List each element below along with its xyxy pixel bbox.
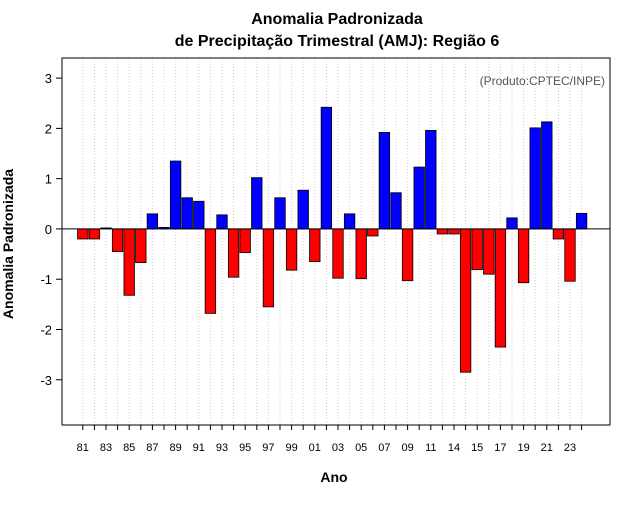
plot-frame	[61, 57, 611, 426]
bars	[77, 106, 588, 373]
bar-06	[367, 228, 379, 237]
bar-98	[274, 197, 286, 230]
bar-99	[285, 228, 298, 271]
y-tick-label: -1	[40, 272, 52, 287]
bar-03	[332, 228, 344, 279]
x-tick-label: 81	[77, 442, 89, 454]
x-tick-label: 91	[193, 442, 205, 454]
bar-96	[251, 177, 263, 230]
y-tick-label: 3	[45, 71, 52, 86]
bar-14	[459, 228, 472, 373]
y-tick-label: 1	[45, 172, 52, 187]
bar-00	[297, 189, 309, 230]
y-tick-label: -3	[40, 373, 52, 388]
x-tick-label: 99	[285, 442, 297, 454]
x-tick-label: 17	[494, 442, 506, 454]
y-axis: -3 -2 -1 0 1 2 3	[40, 71, 62, 388]
bar-87	[146, 213, 159, 230]
y-axis-label: Anomalia Padronizada	[0, 169, 16, 319]
y-tick-label: 0	[45, 222, 52, 237]
bar-95	[239, 228, 251, 253]
x-tick-label: 83	[100, 442, 112, 454]
x-tick-label: 97	[262, 442, 274, 454]
x-tick-label: 19	[517, 442, 529, 454]
x-tick-label: 15	[471, 442, 483, 454]
x-tick-label: 89	[169, 442, 181, 454]
x-tick-label: 21	[541, 442, 553, 454]
bar-02	[320, 106, 333, 230]
x-tick-label: 14	[448, 442, 460, 454]
bar-24	[575, 212, 588, 230]
bar-21	[541, 121, 553, 230]
bar-10	[413, 166, 425, 230]
x-axis-label: Ano	[320, 469, 347, 485]
x-tick-label: 93	[216, 442, 228, 454]
bar-93	[216, 214, 228, 230]
bar-20	[529, 127, 541, 230]
x-tick-label: 87	[146, 442, 158, 454]
bar-90	[181, 197, 193, 230]
y-tick-label: -2	[40, 322, 52, 337]
bar-82	[88, 228, 101, 240]
bar-08	[390, 192, 402, 230]
x-tick-label: 23	[564, 442, 576, 454]
bar-19	[517, 228, 530, 284]
bar-92	[204, 228, 217, 314]
x-tick-label: 85	[123, 442, 135, 454]
bar-04	[343, 213, 356, 230]
x-axis: 81 83 85 87 89 91 93 95 97 99 01 03 05 07 09 11 14 15 17 19…	[77, 425, 583, 454]
bar-22	[552, 228, 565, 240]
bar-09	[401, 228, 414, 282]
bar-17	[494, 228, 507, 348]
bar-07	[378, 132, 391, 230]
x-tick-label: 03	[332, 442, 344, 454]
bar-91	[193, 200, 205, 230]
bar-81	[77, 228, 89, 240]
bar-05	[355, 228, 367, 280]
bar-18	[506, 217, 518, 230]
x-tick-label: 11	[425, 442, 436, 454]
source-annotation: (Produto:CPTEC/INPE)	[480, 74, 605, 88]
bar-15	[471, 228, 483, 271]
x-tick-label: 09	[401, 442, 413, 454]
x-tick-label: 95	[239, 442, 251, 454]
chart-title: Anomalia Padronizada	[251, 11, 423, 28]
x-tick-label: 07	[378, 442, 390, 454]
grid-lines	[82, 58, 583, 425]
chart-subtitle: de Precipitação Trimestral (AMJ): Região…	[175, 33, 500, 50]
bar-97	[262, 228, 275, 308]
bar-85	[123, 228, 135, 296]
bar-13	[448, 228, 460, 235]
bar-01	[309, 228, 321, 263]
bar-86	[135, 228, 147, 264]
bar-11	[425, 129, 437, 230]
x-tick-label: 05	[355, 442, 367, 454]
y-tick-label: 2	[45, 121, 52, 136]
bar-16	[483, 228, 495, 275]
bar-94	[227, 228, 240, 278]
bar-89	[169, 160, 182, 230]
bar-23	[564, 228, 576, 282]
bar-84	[111, 228, 124, 252]
x-tick-label: 01	[309, 442, 321, 454]
bar-12	[436, 228, 449, 235]
